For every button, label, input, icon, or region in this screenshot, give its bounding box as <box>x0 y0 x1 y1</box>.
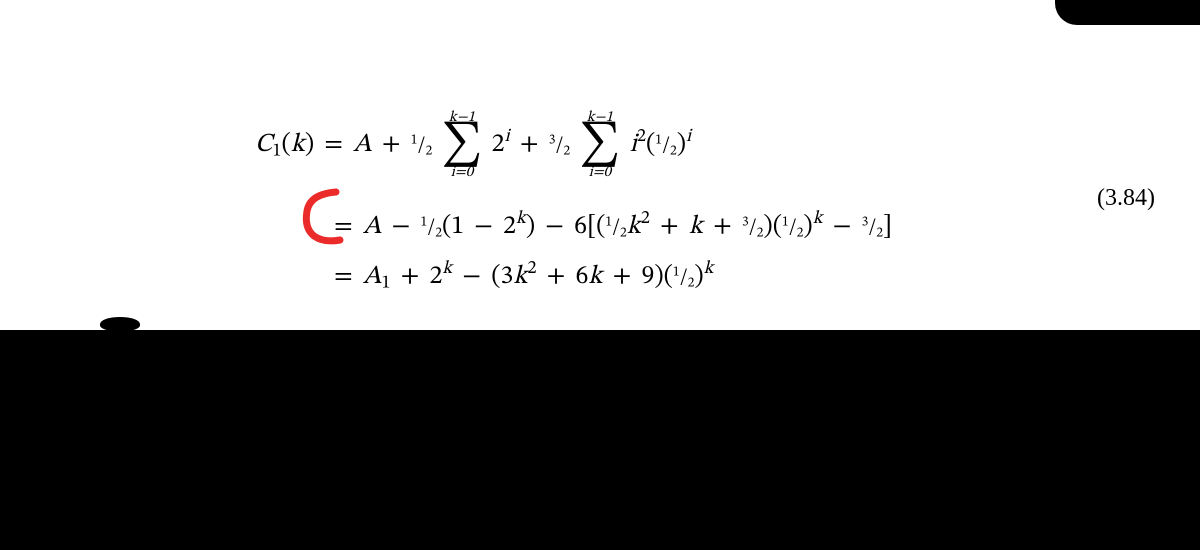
equation-line-1: C1(k) = A + 1/2 k−1 ∑ i=0 2i + 3/2 k−1 ∑… <box>255 110 691 180</box>
summation-2: k−1 ∑ i=0 <box>579 110 620 180</box>
equation-line-2: = A − 1/2(1 − 2k) − 6[(1/2k2 + k + 3/2)(… <box>330 208 892 244</box>
summation-1: k−1 ∑ i=0 <box>441 110 482 180</box>
equation-block: (3.84) C1(k) = A + 1/2 k−1 ∑ i=0 2i + 3/… <box>0 0 1200 330</box>
screenshot-root: (3.84) C1(k) = A + 1/2 k−1 ∑ i=0 2i + 3/… <box>0 0 1200 550</box>
cutoff-text-fragment <box>100 317 140 331</box>
equation-number: (3.84) <box>1097 185 1155 212</box>
document-panel: (3.84) C1(k) = A + 1/2 k−1 ∑ i=0 2i + 3/… <box>0 0 1200 330</box>
equation-line-3: = A1 + 2k − (3k2 + 6k + 9)(1/2)k <box>330 258 714 296</box>
